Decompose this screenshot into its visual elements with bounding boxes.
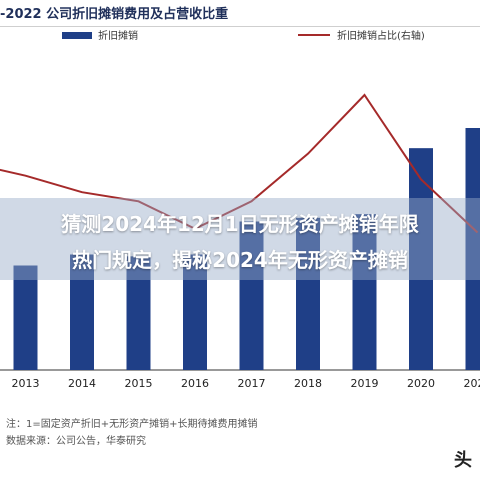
x-tick-label: 2018 (294, 377, 322, 390)
watermark-logo: 头 (454, 450, 472, 471)
chart-title-bar: -2022 公司折旧摊销费用及占营收比重 (0, 0, 480, 27)
banner-overlay (0, 198, 480, 280)
bar-2013 (13, 265, 38, 370)
bar-2021 (465, 128, 480, 370)
bar-2016 (183, 254, 207, 370)
chart-note: 注：1=固定资产折旧+无形资产摊销+长期待摊费用摊销 (6, 419, 258, 430)
bar-2020 (409, 148, 433, 370)
bar-2014 (70, 254, 94, 370)
x-tick-label: 2015 (125, 377, 153, 390)
bar-2015 (126, 256, 151, 370)
legend-swatch-bar (62, 32, 92, 39)
banner-line-1: 猜测2024年12月1日无形资产摊销年限 (61, 212, 419, 236)
legend-label-line: 折旧摊销占比(右轴) (337, 29, 425, 42)
bar-2018 (296, 217, 320, 370)
data-source: 数据来源：公司公告，华泰研究 (6, 436, 146, 447)
banner-line-2: 热门规定，揭秘2024年无形资产摊销 (72, 248, 408, 272)
x-tick-label: 2020 (407, 377, 435, 390)
bar-2019 (352, 214, 377, 370)
legend-label-bar: 折旧摊销 (98, 29, 138, 42)
x-tick-label: 2019 (351, 377, 379, 390)
x-tick-label: 2021 (464, 377, 480, 390)
ratio-line (0, 93, 479, 234)
chart-title: -2022 公司折旧摊销费用及占营收比重 (0, 7, 229, 22)
bar-2017 (239, 221, 264, 370)
x-tick-label: 2014 (68, 377, 96, 390)
x-tick-label: 2013 (12, 377, 40, 390)
x-tick-label: 2016 (181, 377, 209, 390)
x-tick-label: 2017 (238, 377, 266, 390)
